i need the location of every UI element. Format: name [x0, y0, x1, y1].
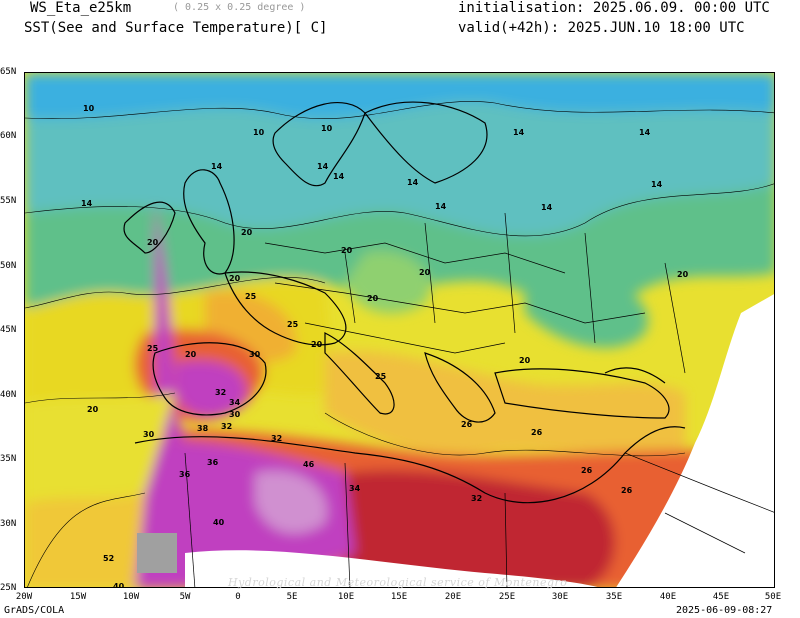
contour-label: 32 [271, 434, 282, 443]
contour-label: 52 [103, 554, 114, 563]
contour-label: 32 [215, 388, 226, 397]
lat-label: 40N [0, 390, 17, 400]
map-canvas: 10 10 10 14 14 14 14 14 14 14 14 14 14 2… [25, 73, 774, 588]
sst-field [25, 73, 774, 587]
contour-label: 36 [207, 458, 219, 467]
contour-label: 20 [367, 294, 379, 303]
contour-label: 10 [253, 128, 265, 137]
lat-label: 60N [0, 131, 17, 141]
contour-label: 14 [639, 128, 651, 137]
contour-label: 34 [349, 484, 361, 493]
contour-label: 25 [245, 292, 257, 301]
borders [184, 212, 774, 587]
contour-label: 14 [651, 180, 663, 189]
contour-label: 20 [241, 228, 253, 237]
contour-label: 32 [221, 422, 232, 431]
footer-timestamp: 2025-06-09-08:27 [676, 605, 773, 616]
contour-label: 14 [435, 202, 447, 211]
lat-label: 25N [0, 583, 17, 593]
contour-label: 36 [179, 470, 191, 479]
lat-label: 45N [0, 325, 17, 335]
contour-label: 38 [197, 424, 209, 433]
contour-label: 14 [81, 199, 93, 208]
contour-label: 26 [581, 466, 593, 475]
lat-label: 65N [0, 67, 17, 77]
contour-label: 30 [229, 410, 241, 419]
contour-label: 14 [541, 203, 553, 212]
contour-label: 25 [375, 372, 387, 381]
contour-label: 32 [471, 494, 482, 503]
no-data-east [616, 294, 774, 587]
watermark: Hydrological and Meteorological service … [228, 576, 568, 589]
lon-label: 5E [286, 592, 298, 602]
contour-label: 10 [83, 104, 95, 113]
valid-time: valid(+42h): 2025.JUN.10 18:00 UTC [458, 20, 745, 36]
contour-label: 10 [321, 124, 333, 133]
coastlines [123, 101, 686, 504]
contour-label: 34 [229, 398, 241, 407]
lat-label: 50N [0, 261, 17, 271]
sst-map: 10 10 10 14 14 14 14 14 14 14 14 14 14 2… [24, 72, 775, 588]
contour-label: 14 [317, 162, 329, 171]
contour-label: 14 [407, 178, 419, 187]
lat-label: 55N [0, 196, 17, 206]
contour-label: 14 [333, 172, 345, 181]
lon-label: 50E [764, 592, 782, 602]
resolution-note: ( 0.25 x 0.25 degree ) [173, 2, 306, 13]
lon-label: 10E [337, 592, 355, 602]
init-time: initialisation: 2025.06.09. 00:00 UTC [458, 0, 770, 16]
contour-label: 30 [143, 430, 155, 439]
lon-label: 40E [659, 592, 677, 602]
contour-label: 20 [341, 246, 353, 255]
contour-label: 14 [211, 162, 223, 171]
contour-label: 30 [249, 350, 261, 359]
no-data-gray [137, 533, 177, 573]
lat-label: 35N [0, 454, 17, 464]
lon-label: 30E [551, 592, 569, 602]
lon-label: 10W [122, 592, 140, 602]
lon-label: 15W [69, 592, 87, 602]
field-title: SST(See and Surface Temperature)[ C] [24, 20, 328, 36]
contour-label: 20 [419, 268, 431, 277]
contour-label: 14 [513, 128, 525, 137]
contour-label: 20 [185, 350, 197, 359]
contour-label: 26 [531, 428, 543, 437]
no-data-south [185, 550, 598, 587]
contour-label: 46 [303, 460, 315, 469]
lon-label: 20W [15, 592, 33, 602]
lon-label: 25E [498, 592, 516, 602]
lon-label: 35E [605, 592, 623, 602]
contour-label: 20 [311, 340, 323, 349]
contour-label: 25 [287, 320, 299, 329]
contour-label: 20 [229, 274, 241, 283]
lon-label: 5W [179, 592, 191, 602]
contour-label: 20 [677, 270, 689, 279]
contour-labels: 10 10 10 14 14 14 14 14 14 14 14 14 14 2… [81, 104, 689, 588]
contour-label: 40 [113, 582, 125, 588]
contour-label: 20 [519, 356, 531, 365]
contour-label: 26 [621, 486, 633, 495]
contour-label: 20 [87, 405, 99, 414]
lat-label: 30N [0, 519, 17, 529]
contour-label: 25 [147, 344, 159, 353]
contour-label: 40 [213, 518, 225, 527]
model-title: WS_Eta_e25km [30, 0, 132, 16]
lon-label: 15E [390, 592, 408, 602]
contour-label: 20 [147, 238, 159, 247]
contours [25, 101, 774, 587]
contour-label: 26 [461, 420, 473, 429]
lon-label: 0 [235, 592, 241, 602]
lon-label: 20E [444, 592, 462, 602]
footer-software: GrADS/COLA [4, 605, 65, 616]
lon-label: 45E [712, 592, 730, 602]
